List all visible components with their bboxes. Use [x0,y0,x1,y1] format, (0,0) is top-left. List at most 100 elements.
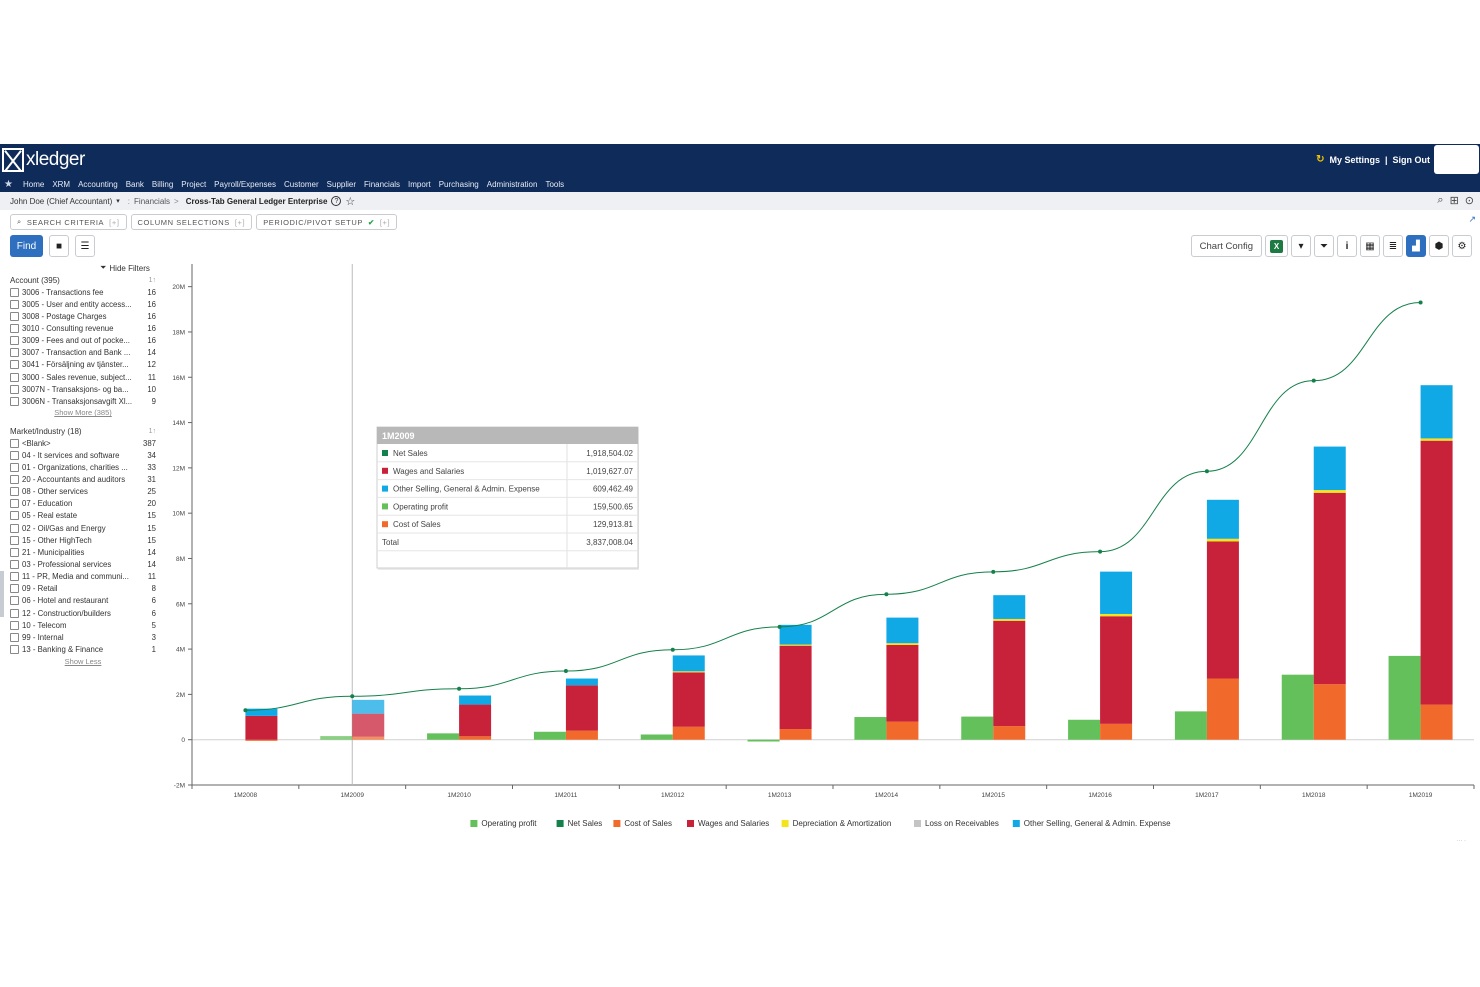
bar-other-selling-general-admin-expense[interactable] [1100,571,1133,614]
bar-wages-and-salaries[interactable] [352,713,385,737]
sign-out-link[interactable]: Sign Out [1392,154,1431,165]
bar-operating-profit[interactable] [1388,655,1421,740]
bar-other-selling-general-admin-expense[interactable] [993,595,1026,619]
nav-item-billing[interactable]: Billing [151,179,174,189]
point-net-sales[interactable] [670,647,675,652]
filter-item[interactable]: 15 - Other HighTech 15 [10,534,156,546]
filter-item[interactable]: 09 - Retail 8 [10,583,156,595]
filter-item[interactable]: 11 - PR, Media and communi... 11 [10,571,156,583]
bar-cost-of-sales[interactable] [1420,704,1453,740]
nav-item-payroll-expenses[interactable]: Payroll/Expenses [214,179,276,189]
bar-operating-profit[interactable] [533,731,566,740]
legend-item[interactable]: Loss on Receivables [925,819,999,828]
show-more-link[interactable]: Show More (385) [54,408,112,418]
filter-checkbox[interactable] [10,311,19,321]
indent-view-button[interactable]: ≣ [1383,235,1403,257]
filter-checkbox[interactable] [10,336,19,346]
bar-cost-of-sales[interactable] [779,729,812,740]
filter-checkbox[interactable] [10,572,19,582]
point-net-sales[interactable] [884,592,889,597]
bar-wages-and-salaries[interactable] [1420,440,1453,705]
filter-item[interactable]: 3006N - Transaksjonsavgift Xl... 9 [10,395,156,407]
save-button[interactable]: ■ [49,235,69,257]
bar-cost-of-sales[interactable] [565,730,598,740]
filter-checkbox[interactable] [10,372,19,382]
bar-depreciation-amortization[interactable] [886,643,919,646]
filter-checkbox[interactable] [10,384,19,394]
nav-item-financials[interactable]: Financials [364,179,401,189]
filter-checkbox[interactable] [10,396,19,406]
tab-search-criteria[interactable]: ⌕ SEARCH CRITERIA [+] [10,214,127,230]
bar-other-selling-general-admin-expense[interactable] [459,695,492,705]
filter-item[interactable]: 21 - Municipalities 14 [10,546,156,558]
xledger-logo[interactable]: xledger [2,147,85,173]
bar-operating-profit[interactable] [854,717,887,740]
nav-item-purchasing[interactable]: Purchasing [438,179,479,189]
excel-export-button[interactable]: X [1265,235,1288,257]
filter-item[interactable]: 3000 - Sales revenue, subject... 11 [10,371,156,383]
sort-indicator[interactable]: 1↑ [148,427,156,435]
grid-view-button[interactable]: ▦ [1360,235,1380,257]
filter-checkbox[interactable] [10,559,19,569]
filter-item[interactable]: 06 - Hotel and restaurant 6 [10,595,156,607]
chart-view-button[interactable]: ▟ [1406,235,1426,257]
hide-filters-toggle[interactable]: ⏷ Hide Filters [100,263,150,273]
legend-item[interactable]: Net Sales [568,819,603,828]
filter-item[interactable]: 3041 - Försäljning av tjänster... 12 [10,359,156,371]
bar-wages-and-salaries[interactable] [459,704,492,737]
bar-operating-profit[interactable] [427,733,460,740]
favorites-star-icon[interactable]: ★ [4,178,13,190]
filter-item[interactable]: 01 - Organizations, charities ... 33 [10,461,156,473]
bar-wages-and-salaries[interactable] [993,620,1026,727]
search-icon[interactable]: ⌕ [1437,194,1444,206]
bar-cost-of-sales[interactable] [352,736,385,740]
sort-indicator[interactable]: 1↑ [148,276,156,284]
find-button[interactable]: Find [10,235,43,257]
bar-other-selling-general-admin-expense[interactable] [886,617,919,644]
point-net-sales[interactable] [1418,300,1423,305]
filter-item[interactable]: <Blank> 387 [10,437,156,449]
bar-other-selling-general-admin-expense[interactable] [1420,385,1453,439]
filter-checkbox[interactable] [10,596,19,606]
bar-other-selling-general-admin-expense[interactable] [779,624,812,645]
filter-checkbox[interactable] [10,487,19,497]
legend-item[interactable]: Other Selling, General & Admin. Expense [1024,819,1171,828]
filter-item[interactable]: 3007N - Transaksjons- og ba... 10 [10,383,156,395]
filter-checkbox[interactable] [10,499,19,509]
tab-column-selections[interactable]: COLUMN SELECTIONS [+] [130,214,253,230]
filter-item[interactable]: 3005 - User and entity access... 16 [10,298,156,310]
filter-item[interactable]: 99 - Internal 3 [10,631,156,643]
bar-operating-profit[interactable] [320,736,353,740]
filter-item[interactable]: 02 - Oil/Gas and Energy 15 [10,522,156,534]
filter-item[interactable]: 08 - Other services 25 [10,486,156,498]
point-net-sales[interactable] [1204,469,1209,474]
filter-item[interactable]: 20 - Accountants and auditors 31 [10,473,156,485]
bar-cost-of-sales[interactable] [1206,678,1239,740]
nav-item-tools[interactable]: Tools [545,179,565,189]
legend-item[interactable]: Wages and Salaries [698,819,769,828]
current-user[interactable]: John Doe (Chief Accountant) [10,196,113,206]
filter-checkbox[interactable] [10,535,19,545]
list-button[interactable]: ☰ [75,235,95,257]
filter-checkbox[interactable] [10,511,19,521]
filter-checkbox[interactable] [10,323,19,333]
cube-view-button[interactable]: ⬢ [1429,235,1449,257]
export-dropdown-button[interactable]: ▾ [1291,235,1311,257]
nav-item-bank[interactable]: Bank [125,179,144,189]
legend-item[interactable]: Operating profit [481,819,537,828]
bar-wages-and-salaries[interactable] [779,645,812,730]
point-net-sales[interactable] [563,669,568,674]
filter-item[interactable]: 10 - Telecom 5 [10,619,156,631]
bar-depreciation-amortization[interactable] [779,644,812,646]
show-less-link[interactable]: Show Less [64,656,102,666]
nav-item-project[interactable]: Project [181,179,207,189]
bar-cost-of-sales[interactable] [1313,684,1346,740]
bar-depreciation-amortization[interactable] [1313,490,1346,493]
filter-checkbox[interactable] [10,632,19,642]
filter-item[interactable]: 3009 - Fees and out of pocke... 16 [10,335,156,347]
bar-other-selling-general-admin-expense[interactable] [1313,446,1346,491]
nav-item-xrm[interactable]: XRM [52,179,71,189]
filter-checkbox[interactable] [10,299,19,309]
bar-cost-of-sales[interactable] [993,726,1026,740]
filter-checkbox[interactable] [10,462,19,472]
